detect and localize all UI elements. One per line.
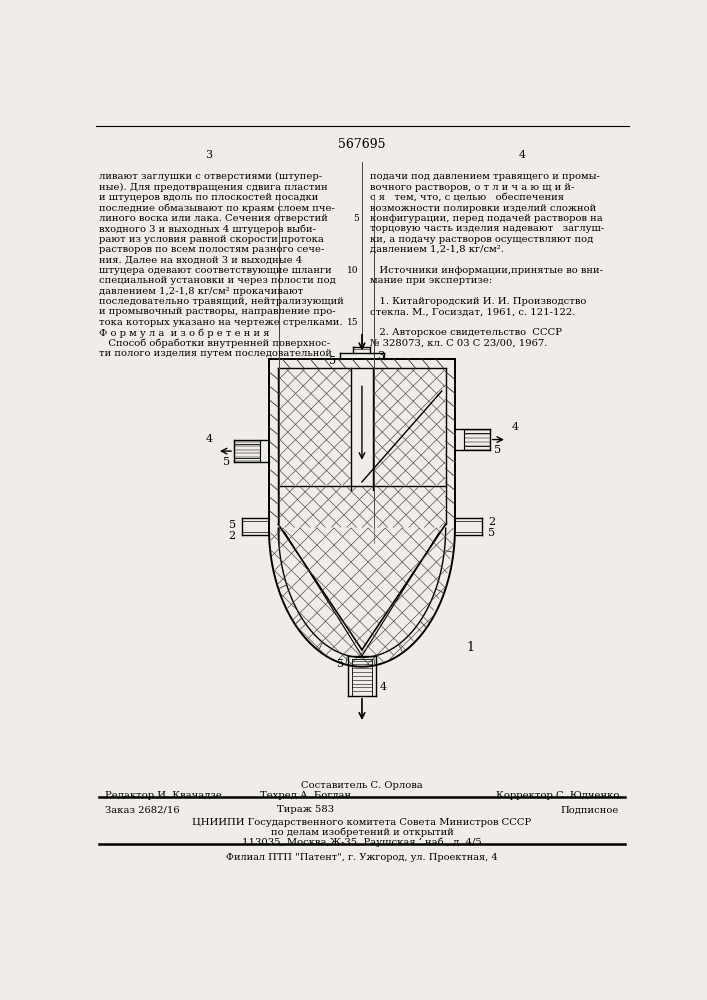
Text: 3: 3 <box>205 150 212 160</box>
Text: конфигурации, перед подачей растворов на: конфигурации, перед подачей растворов на <box>370 214 602 223</box>
Text: Корректор С. Юдченко: Корректор С. Юдченко <box>496 791 619 800</box>
Text: 1. Китайгородский И. И. Производство: 1. Китайгородский И. И. Производство <box>370 297 586 306</box>
Text: 5: 5 <box>494 445 501 455</box>
Text: специальной установки и через полости под: специальной установки и через полости по… <box>99 276 336 285</box>
Text: возможности полировки изделий сложной: возможности полировки изделий сложной <box>370 204 596 213</box>
Text: 4: 4 <box>519 150 526 160</box>
Text: растворов по всем полостям разного сече-: растворов по всем полостям разного сече- <box>99 245 325 254</box>
Text: ные). Для предотвращения сдвига пластин: ные). Для предотвращения сдвига пластин <box>99 183 328 192</box>
Text: тока которых указано на чертеже стрелками.: тока которых указано на чертеже стрелкам… <box>99 318 343 327</box>
Text: ЦНИИПИ Государственного комитета Совета Министров СССР: ЦНИИПИ Государственного комитета Совета … <box>192 818 532 827</box>
Text: 5: 5 <box>329 356 337 366</box>
Text: 5: 5 <box>337 659 344 669</box>
Text: 5: 5 <box>489 528 496 538</box>
Text: Составитель С. Орлова: Составитель С. Орлова <box>301 781 423 790</box>
Text: Тираж 583: Тираж 583 <box>277 805 334 814</box>
Text: с я   тем, что, с целью   обеспечения: с я тем, что, с целью обеспечения <box>370 193 563 202</box>
Text: давлением 1,2-1,8 кг/см² прокачивают: давлением 1,2-1,8 кг/см² прокачивают <box>99 287 303 296</box>
Text: 2: 2 <box>228 531 235 541</box>
Text: подачи под давлением травящего и промы-: подачи под давлением травящего и промы- <box>370 172 600 181</box>
Text: Техред А. Богдан: Техред А. Богдан <box>259 791 351 800</box>
Text: ти полого изделия путем последовательной: ти полого изделия путем последовательной <box>99 349 332 358</box>
Text: № 328073, кл. С 03 С 23/00, 1967.: № 328073, кл. С 03 С 23/00, 1967. <box>370 339 547 348</box>
Text: 1: 1 <box>467 641 474 654</box>
Text: Способ обработки внутренней поверхнос-: Способ обработки внутренней поверхнос- <box>99 339 330 348</box>
Text: 10: 10 <box>347 266 359 275</box>
Text: и промывочный растворы, направление про-: и промывочный растворы, направление про- <box>99 307 336 316</box>
Text: линого воска или лака. Сечения отверстий: линого воска или лака. Сечения отверстий <box>99 214 328 223</box>
Text: и штуцеров вдоль по плоскостей посадки: и штуцеров вдоль по плоскостей посадки <box>99 193 319 202</box>
Text: 2. Авторское свидетельство  СССР: 2. Авторское свидетельство СССР <box>370 328 561 337</box>
Text: 567695: 567695 <box>338 138 386 151</box>
Text: ливают заглушки с отверстиями (штупер-: ливают заглушки с отверстиями (штупер- <box>99 172 322 181</box>
Text: Источники информации,принятые во вни-: Источники информации,принятые во вни- <box>370 266 602 275</box>
Text: Редактор И. Квачадзе: Редактор И. Квачадзе <box>105 791 222 800</box>
Text: 3: 3 <box>377 351 384 361</box>
Text: штуцера одевают соответствующие шланги: штуцера одевают соответствующие шланги <box>99 266 332 275</box>
Text: входного 3 и выходных 4 штуцеров выби-: входного 3 и выходных 4 штуцеров выби- <box>99 224 316 234</box>
Text: 4: 4 <box>205 434 212 444</box>
Text: 5: 5 <box>223 457 230 467</box>
Text: 4: 4 <box>512 422 519 432</box>
Text: 5: 5 <box>353 214 359 223</box>
Text: 4: 4 <box>380 682 387 692</box>
Text: рают из условия равной скорости протока: рают из условия равной скорости протока <box>99 235 324 244</box>
Text: 5: 5 <box>228 520 235 530</box>
Text: мание при экспертизе:: мание при экспертизе: <box>370 276 492 285</box>
Text: стекла. М., Госиздат, 1961, с. 121-122.: стекла. М., Госиздат, 1961, с. 121-122. <box>370 307 575 316</box>
Text: ки, а подачу растворов осуществляют под: ки, а подачу растворов осуществляют под <box>370 235 593 244</box>
Text: Ф о р м у л а  и з о б р е т е н и я: Ф о р м у л а и з о б р е т е н и я <box>99 328 270 338</box>
Text: последовательно травящий, нейтрализующий: последовательно травящий, нейтрализующий <box>99 297 344 306</box>
Text: 15: 15 <box>347 318 359 327</box>
Text: давлением 1,2-1,8 кг/см².: давлением 1,2-1,8 кг/см². <box>370 245 503 254</box>
Text: 2: 2 <box>489 517 496 527</box>
Text: ния. Далее на входной 3 и выходные 4: ния. Далее на входной 3 и выходные 4 <box>99 256 303 265</box>
Text: Подписное: Подписное <box>561 805 619 814</box>
Text: 113035, Москва,Ж-35, Раушская ’ наб., д. 4/5: 113035, Москва,Ж-35, Раушская ’ наб., д.… <box>242 838 482 847</box>
Text: вочного растворов, о т л и ч а ю щ и й-: вочного растворов, о т л и ч а ю щ и й- <box>370 183 574 192</box>
Text: по делам изобретений и открытий: по делам изобретений и открытий <box>271 828 453 837</box>
Text: Заказ 2682/16: Заказ 2682/16 <box>105 805 180 814</box>
Text: последние обмазывают по краям слоем пче-: последние обмазывают по краям слоем пче- <box>99 204 335 213</box>
Text: Филиал ПТП "Патент", г. Ужгород, ул. Проектная, 4: Филиал ПТП "Патент", г. Ужгород, ул. Про… <box>226 853 498 862</box>
Text: торцовую часть изделия надевают   заглуш-: торцовую часть изделия надевают заглуш- <box>370 224 604 233</box>
